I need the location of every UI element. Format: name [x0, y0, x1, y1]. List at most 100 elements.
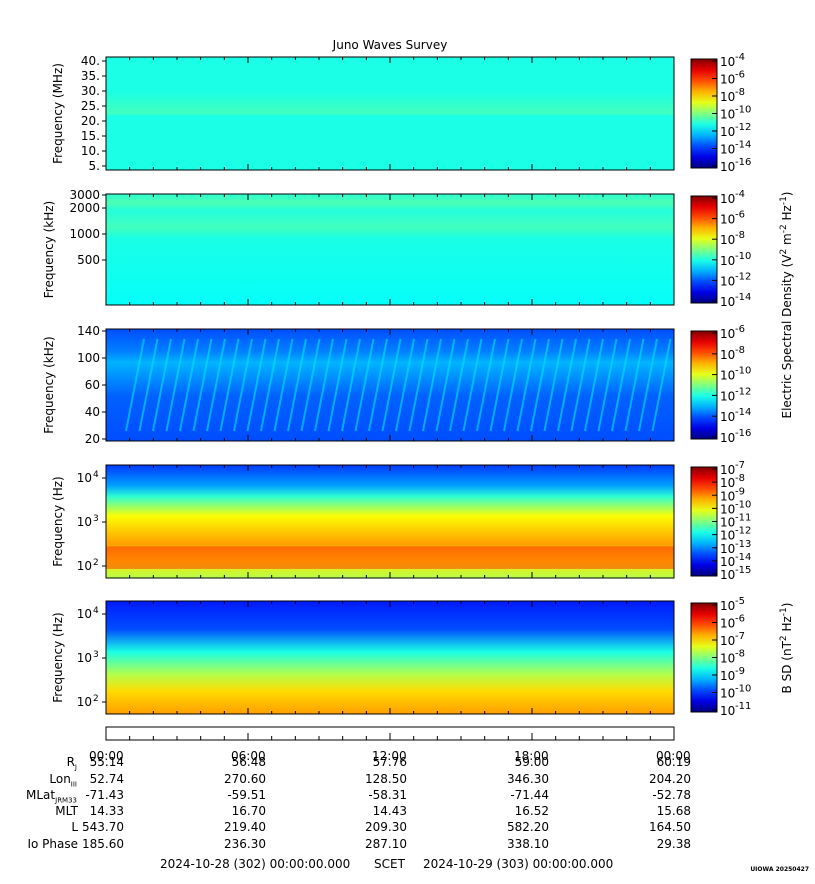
- ephemeris-value: 59.00: [514, 755, 549, 769]
- colorbar-tick-base: 10: [720, 463, 735, 477]
- colorbar-title-magnetic: B SD (nT2 Hz-1): [779, 603, 794, 694]
- ephemeris-value: 56.48: [231, 755, 266, 769]
- colorbar-tick-base: 10: [720, 143, 735, 157]
- colorbar-tick-base: 10: [720, 125, 735, 139]
- colorbar-tick-base: 10: [720, 687, 735, 701]
- footer-start-time: 2024-10-28 (302) 00:00:00.000: [160, 857, 351, 871]
- colorbar-tick-exponent: -14: [735, 140, 751, 151]
- y-tick-exponent: 4: [93, 606, 99, 616]
- y-tick-label: 3000: [69, 188, 100, 202]
- y-tick-label: 10: [77, 651, 92, 665]
- colorbar-tick-exponent: -8: [735, 473, 745, 484]
- y-tick-exponent: 4: [93, 470, 99, 480]
- ephemeris-value: 185.60: [82, 837, 124, 851]
- ephemeris-value: -52.78: [652, 788, 691, 802]
- ephemeris-value: 14.43: [372, 804, 407, 818]
- ephemeris-value: 219.40: [224, 820, 266, 834]
- ephemeris-label: L: [71, 820, 78, 834]
- time-axis: [105, 726, 675, 741]
- y-tick-label: 140: [77, 324, 100, 338]
- ephemeris-value: 57.76: [372, 755, 407, 769]
- colorbar-tick-exponent: -6: [735, 70, 745, 81]
- spectrogram-5: [106, 601, 674, 714]
- ephemeris-value: 543.70: [82, 820, 124, 834]
- ephemeris-value: 346.30: [507, 772, 549, 786]
- colorbar-tick-base: 10: [720, 568, 735, 582]
- colorbar-tick-exponent: -14: [735, 292, 751, 303]
- colorbar-tick-exponent: -10: [735, 251, 751, 262]
- y-tick-exponent: 2: [93, 558, 99, 568]
- y-tick-exponent: 3: [93, 650, 99, 660]
- colorbar-tick-exponent: -7: [735, 460, 745, 471]
- colorbar-tick-exponent: -16: [735, 428, 751, 439]
- ephemeris-value: 236.30: [224, 837, 266, 851]
- ephemeris-value: -59.51: [227, 788, 266, 802]
- colorbar-tick-exponent: -12: [735, 122, 751, 133]
- colorbar-tick-base: 10: [720, 502, 735, 516]
- y-tick-label: 5.: [89, 159, 100, 173]
- footer-end-time: 2024-10-29 (303) 00:00:00.000: [423, 857, 614, 871]
- colorbar-tick-exponent: -12: [735, 526, 751, 537]
- ephemeris-value: 164.50: [649, 820, 691, 834]
- y-tick-label: 10: [77, 515, 92, 529]
- ephemeris-value: 270.60: [224, 772, 266, 786]
- x-tick-label: 06:00: [231, 749, 266, 763]
- ephemeris-label: Io Phase: [27, 837, 78, 851]
- colorbar-tick-exponent: -12: [735, 271, 751, 282]
- ephemeris-value: 16.52: [514, 804, 549, 818]
- y-tick-label: 25.: [81, 99, 100, 113]
- colorbar-tick-exponent: -7: [735, 631, 745, 642]
- ephemeris-value: 55.14: [89, 755, 124, 769]
- colorbar-tick-exponent: -11: [735, 513, 751, 524]
- ephemeris-label: MLatJRM33: [26, 788, 77, 805]
- y-tick-exponent: 2: [93, 694, 99, 704]
- ephemeris-value: 582.20: [507, 820, 549, 834]
- colorbar-tick-exponent: -13: [735, 539, 751, 550]
- ephemeris-value: -71.44: [510, 788, 549, 802]
- colorbar-tick-base: 10: [720, 160, 735, 174]
- colorbar-tick-exponent: -6: [735, 614, 745, 625]
- colorbar-tick-base: 10: [720, 431, 735, 445]
- ephemeris-label: RJ: [66, 755, 77, 772]
- colorbar-tick-exponent: -14: [735, 552, 751, 563]
- colorbar-tick-base: 10: [720, 295, 735, 309]
- ephemeris-value: 209.30: [365, 820, 407, 834]
- colorbar-tick-base: 10: [720, 348, 735, 362]
- colorbar-tick-exponent: -15: [735, 565, 751, 576]
- ephemeris-value: 52.74: [89, 772, 124, 786]
- colorbar-tick-base: 10: [720, 254, 735, 268]
- colorbar-tick-base: 10: [720, 73, 735, 87]
- spectrogram-3: [106, 329, 674, 441]
- y-tick-label: 100: [77, 351, 100, 365]
- colorbar-tick-exponent: -10: [735, 499, 751, 510]
- y-tick-label: 15.: [81, 129, 100, 143]
- ephemeris-value: 16.70: [231, 804, 266, 818]
- ephemeris-value: 15.68: [656, 804, 691, 818]
- x-tick-label: 00:00: [89, 749, 124, 763]
- x-tick-label: 00:00: [656, 749, 691, 763]
- colorbar-tick-base: 10: [720, 369, 735, 383]
- y-tick-label: 10: [77, 695, 92, 709]
- x-tick-label: 12:00: [372, 749, 407, 763]
- colorbar-tick-base: 10: [720, 599, 735, 613]
- colorbar-tick-exponent: -6: [735, 210, 745, 221]
- colorbar-tick-exponent: -8: [735, 649, 745, 660]
- colorbar-tick-exponent: -12: [735, 386, 751, 397]
- colorbar-tick-base: 10: [720, 410, 735, 424]
- colorbar-tick-exponent: -4: [735, 189, 745, 200]
- y-tick-label: 500: [77, 253, 100, 267]
- y-tick-label: 10: [77, 559, 92, 573]
- colorbar-tick-base: 10: [720, 389, 735, 403]
- colorbar-tick-base: 10: [720, 108, 735, 122]
- colorbar-tick-base: 10: [720, 274, 735, 288]
- spectrogram-2: [106, 194, 674, 305]
- colorbar-tick-exponent: -8: [735, 87, 745, 98]
- y-tick-label: 60: [85, 378, 100, 392]
- ephemeris-value: -71.43: [85, 788, 124, 802]
- colorbar-tick-exponent: -5: [735, 596, 745, 607]
- y-axis-title: Frequency (kHz): [42, 336, 56, 433]
